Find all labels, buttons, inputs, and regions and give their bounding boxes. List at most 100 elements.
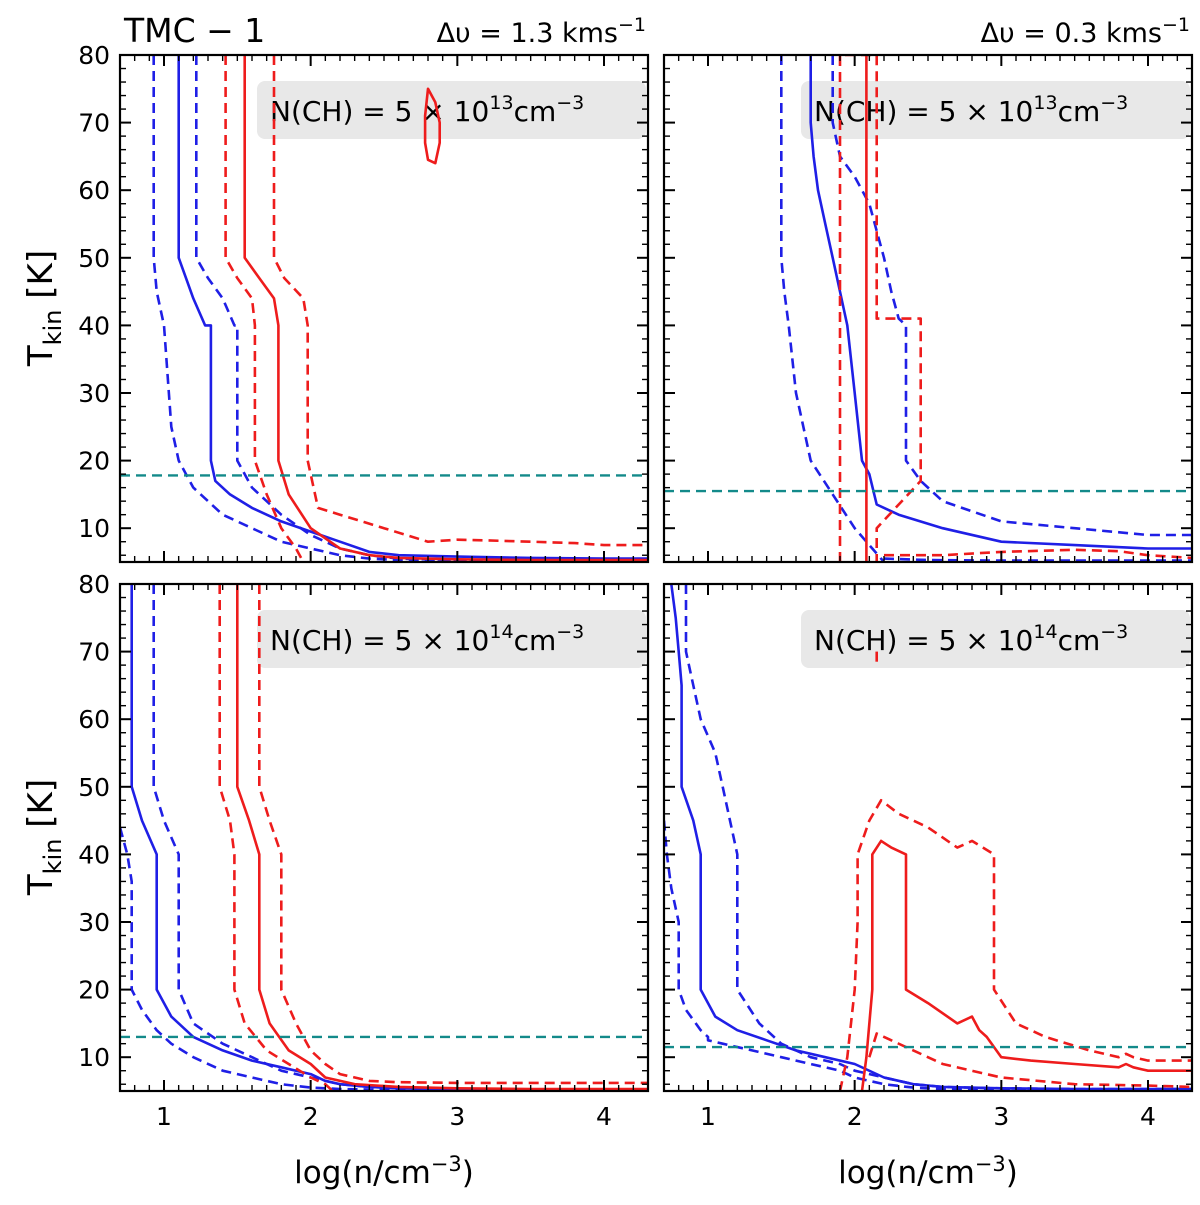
label-box <box>257 81 646 139</box>
series-line-red-solid <box>423 87 441 165</box>
series-line-red-dashed <box>272 55 648 547</box>
plot-area <box>664 584 1192 1091</box>
label-exponent: 13 <box>489 92 513 114</box>
series-line-blue-dashed <box>195 55 648 562</box>
panel-bottom-left: N(CH) = 5 × 1014cm−3 10 20 30 40 50 60 70 80 1 2 3 4 <box>78 570 650 1131</box>
x-tick-label: 4 <box>1140 1102 1156 1131</box>
series-line-red-dashed <box>868 1032 1192 1089</box>
x-axis-label-left: log(n/cm−3) <box>294 1152 474 1191</box>
series-line-red-solid <box>860 839 1192 1091</box>
x-axis-label-left-close: ) <box>462 1155 474 1191</box>
label-unit: cm <box>1058 624 1101 657</box>
y-tick-label: 40 <box>78 311 110 340</box>
y-tick-label: 20 <box>78 447 110 476</box>
column-title-left-sup: −1 <box>618 14 646 36</box>
y-tick-label: 50 <box>78 244 110 273</box>
y-axis-label-bottom-text: T <box>21 874 61 896</box>
series-line-blue-solid <box>809 55 1192 550</box>
series-line-red-dashed <box>224 55 305 562</box>
x-tick-label: 3 <box>993 1102 1009 1131</box>
series-line-red-solid <box>243 55 648 562</box>
y-tick-label: 80 <box>78 570 110 599</box>
y-axis-label-bottom-sub: kin <box>39 839 67 875</box>
label-unit-exponent: −3 <box>1100 621 1128 643</box>
x-tick-label: 4 <box>596 1102 612 1131</box>
series-group <box>780 55 1192 562</box>
y-tick-label: 60 <box>78 705 110 734</box>
x-axis-label-right-text: log(n/cm <box>838 1155 975 1191</box>
x-tick-label: 1 <box>156 1102 172 1131</box>
label-exponent: 14 <box>489 621 513 643</box>
x-tick-label: 2 <box>303 1102 319 1131</box>
series-line-red-dashed <box>258 584 648 1085</box>
column-density-label: N(CH) = 5 × 1013cm−3 <box>801 81 1190 139</box>
x-axis-label-right-sup: −3 <box>975 1152 1006 1176</box>
series-line-red-dashed <box>218 584 334 1091</box>
panels: N(CH) = 5 × 1013cm−31020304050607080N(CH… <box>78 41 1194 1131</box>
plot-area <box>664 55 1192 562</box>
series-line-red-dashed <box>838 799 1192 1091</box>
y-axis-label-top-unit: [K] <box>21 250 61 310</box>
series-line-blue-dashed <box>831 55 1192 537</box>
label-box <box>801 81 1190 139</box>
x-tick-label: 2 <box>847 1102 863 1131</box>
label-exponent: 14 <box>1033 621 1057 643</box>
x-axis-label-left-text: log(n/cm <box>294 1155 431 1191</box>
y-tick-label: 10 <box>78 514 110 543</box>
x-axis-label-left-sup: −3 <box>431 1152 462 1176</box>
series-group <box>152 55 648 562</box>
series-line-blue-dashed <box>684 584 1192 1091</box>
axes-frame <box>662 582 1194 1093</box>
y-tick-label: 70 <box>78 109 110 138</box>
column-title-left-text: Δυ = 1.3 kms <box>437 18 618 49</box>
label-prefix: N(CH) = 5 × 10 <box>270 624 489 657</box>
label-prefix: N(CH) = 5 × 10 <box>814 624 1033 657</box>
label-text: N(CH) = 5 × 1014cm−3 <box>814 621 1128 657</box>
y-axis-label-bottom-unit: [K] <box>21 779 61 839</box>
panel-bottom-right: N(CH) = 5 × 1014cm−3 1 2 3 4 <box>662 582 1194 1131</box>
y-tick-label: 70 <box>78 638 110 667</box>
x-tick-label: 3 <box>449 1102 465 1131</box>
y-tick-label: 60 <box>78 176 110 205</box>
label-prefix: N(CH) = 5 × 10 <box>270 95 489 128</box>
axes-frame <box>118 53 650 564</box>
y-axis-label-top: Tkin [K] <box>21 250 67 367</box>
x-tick-label: 1 <box>700 1102 716 1131</box>
axes-frame <box>662 53 1194 564</box>
column-density-label: N(CH) = 5 × 1014cm−3 <box>801 610 1190 668</box>
column-title-right-sup: −1 <box>1162 14 1190 36</box>
label-unit: cm <box>514 95 557 128</box>
label-unit-exponent: −3 <box>556 92 584 114</box>
series-line-blue-dashed <box>152 55 648 562</box>
series-line-blue-dashed <box>120 827 648 1091</box>
column-density-label: N(CH) = 5 × 1013cm−3 <box>257 81 646 139</box>
label-text: N(CH) = 5 × 1013cm−3 <box>270 92 584 128</box>
figure-title: TMC − 1 <box>123 11 265 50</box>
series-line-blue-dashed <box>780 55 885 562</box>
label-unit: cm <box>1058 95 1101 128</box>
column-title-right-text: Δυ = 0.3 kms <box>981 18 1162 49</box>
label-text: N(CH) = 5 × 1013cm−3 <box>814 92 1128 128</box>
series-line-blue-dashed <box>883 557 1192 562</box>
panel-top-right: N(CH) = 5 × 1013cm−3 <box>662 53 1194 564</box>
label-prefix: N(CH) = 5 × 10 <box>814 95 1033 128</box>
plot-area <box>120 584 648 1091</box>
column-title-left: Δυ = 1.3 kms−1 <box>437 14 646 49</box>
y-tick-label: 30 <box>78 379 110 408</box>
y-tick-label: 50 <box>78 773 110 802</box>
y-tick-label: 20 <box>78 976 110 1005</box>
x-axis-label-right: log(n/cm−3) <box>838 1152 1018 1191</box>
y-tick-label: 30 <box>78 908 110 937</box>
y-axis-label-top-text: T <box>21 345 61 367</box>
y-tick-label: 80 <box>78 41 110 70</box>
x-axis-label-right-close: ) <box>1006 1155 1018 1191</box>
column-density-label: N(CH) = 5 × 1014cm−3 <box>257 610 646 668</box>
panel-top-left: N(CH) = 5 × 1013cm−3 10 20 30 40 50 60 70 80 <box>78 41 650 564</box>
label-unit-exponent: −3 <box>556 621 584 643</box>
label-box <box>257 610 646 668</box>
label-unit: cm <box>514 624 557 657</box>
column-title-right: Δυ = 0.3 kms−1 <box>981 14 1190 49</box>
label-box <box>801 610 1190 668</box>
plot-area <box>120 55 648 562</box>
